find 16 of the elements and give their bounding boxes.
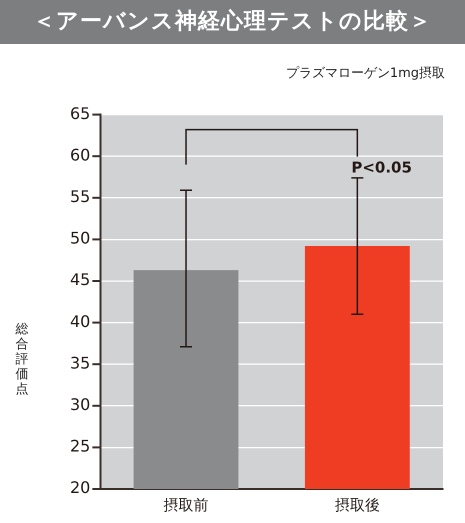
- y-tick-label: 20: [70, 478, 90, 498]
- y-tick-label: 25: [70, 436, 90, 456]
- x-tick-label: 摂取前: [164, 496, 209, 514]
- y-tick-label: 40: [70, 312, 90, 331]
- y-tick-label: 55: [70, 186, 90, 206]
- x-tick-label: 摂取後: [334, 496, 380, 514]
- y-tick-label: 35: [70, 353, 90, 372]
- y-tick-label: 60: [70, 145, 90, 164]
- y-tick-label: 45: [70, 270, 90, 290]
- y-tick-label: 30: [70, 394, 90, 414]
- chart-title: ＜アーバンス神経心理テストの比較＞: [0, 0, 465, 44]
- chart-subtitle: プラズマローゲン1mg摂取: [286, 65, 445, 82]
- y-axis-title: 総合評価点: [14, 322, 30, 397]
- annotation: P<0.05: [351, 158, 412, 176]
- y-tick-label: 50: [70, 228, 90, 248]
- y-tick-label: 65: [70, 104, 90, 123]
